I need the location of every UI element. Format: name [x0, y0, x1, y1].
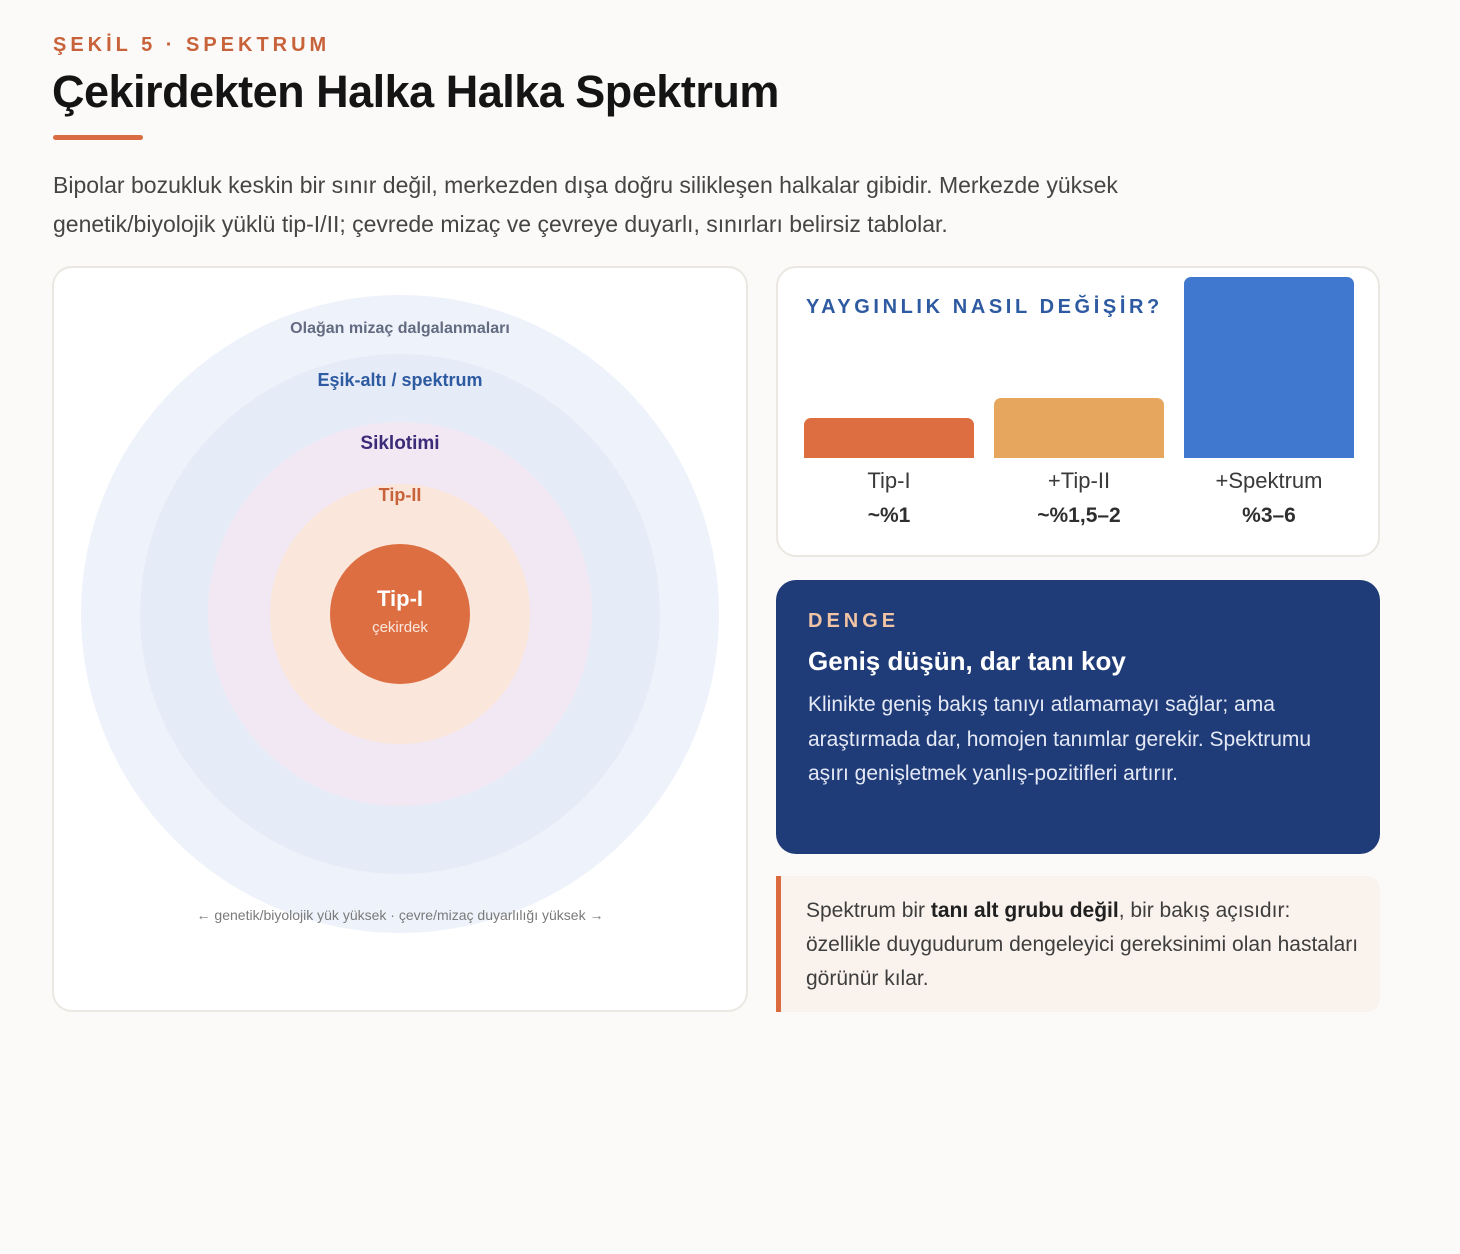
prevalence-card: YAYGINLIK NASIL DEĞİŞİR? Tip-I ~%1 +Tip-II…: [776, 266, 1380, 557]
bar-value-label: ~%1,5–2: [1037, 504, 1121, 527]
note-card: Spektrum bir tanı alt grubu değil, bir b…: [776, 876, 1380, 1012]
bar-value-label: ~%1: [867, 504, 911, 527]
page-title: Çekirdekten Halka Halka Spektrum: [52, 66, 779, 117]
core-title: Tip-I: [376, 586, 424, 611]
ring-label-ordinary-mood: Olağan mizaç dalgalanmaları: [290, 320, 510, 337]
note-text-end: , bir bakış açısıdır: özellikle duygudur…: [806, 899, 1359, 990]
bar-0: [804, 418, 974, 458]
note-text-start: Spektrum bir: [806, 899, 931, 922]
note-text: Spektrum bir tanı alt grubu değil, bir b…: [806, 894, 1366, 996]
ring-label-type-2: Tip-II: [378, 485, 422, 505]
balance-eyebrow: DENGE: [808, 610, 900, 632]
bar-value-label: %3–6: [1242, 504, 1296, 527]
bar-category-label: +Tip-II: [1047, 468, 1111, 493]
core-subtitle: çekirdek: [372, 619, 428, 636]
axis-caption: ← genetik/biyolojik yük yüksek · çevre/m…: [196, 907, 604, 923]
bar-1: [994, 398, 1164, 458]
chart-title: YAYGINLIK NASIL DEĞİŞİR?: [806, 296, 1163, 318]
intro-paragraph: Bipolar bozukluk keskin bir sınır değil,…: [53, 172, 1118, 237]
bar-category-label: +Spektrum: [1215, 468, 1323, 493]
core-type-1: [330, 544, 470, 684]
balance-heading: Geniş düşün, dar tanı koy: [808, 646, 1126, 676]
balance-body: Klinikte geniş bakış tanıyı atlamamayı s…: [808, 693, 1312, 785]
bar-2: [1184, 277, 1354, 458]
figure-eyebrow: ŞEKİL 5 · SPEKTRUM: [53, 34, 331, 56]
title-underline: [53, 135, 143, 140]
ring-label-cyclothymia: Siklotimi: [360, 433, 440, 454]
balance-card: DENGE Geniş düşün, dar tanı koy Klinikte…: [776, 580, 1380, 854]
note-text-bold: tanı alt grubu değil: [930, 899, 1119, 922]
bar-category-label: Tip-I: [867, 468, 911, 493]
ring-label-subthreshold: Eşik-altı / spektrum: [317, 370, 483, 390]
spectrum-diagram-card: Olağan mizaç dalgalanmaları Eşik-altı / …: [52, 266, 748, 1012]
